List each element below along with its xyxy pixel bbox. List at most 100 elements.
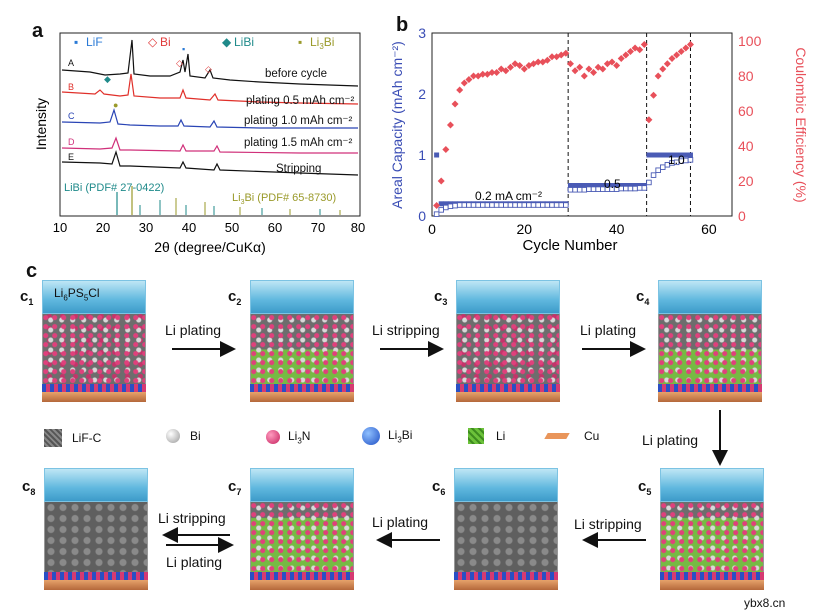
ce-point xyxy=(585,65,593,73)
copper-plate-icon xyxy=(544,433,570,439)
lif-c-host-with-li xyxy=(250,314,354,392)
ce-point xyxy=(590,69,598,76)
cube-c2 xyxy=(250,280,354,402)
green-block-icon xyxy=(468,428,484,444)
y-right-tick-label: 20 xyxy=(738,173,754,189)
svg-text:80: 80 xyxy=(351,220,365,235)
ce-point xyxy=(636,46,644,54)
ce-point xyxy=(442,146,450,153)
ce-point xyxy=(516,62,524,69)
panel-b-ticks: 0 20 40 60 0 1 2 3 0 20 40 60 80 100 xyxy=(418,25,761,237)
curve-label-d: plating 1.5 mAh cm⁻² xyxy=(244,137,353,149)
panel-b-ylabel-right: Coulombic Efficiency (%) xyxy=(793,47,809,202)
plating-point xyxy=(664,152,670,158)
ce-point xyxy=(437,177,445,185)
svg-text:●: ● xyxy=(113,100,118,110)
ce-point xyxy=(613,62,621,69)
ce-point xyxy=(682,44,690,52)
stripping-point xyxy=(646,179,652,186)
legend-item-li3bi: Li3Bi xyxy=(362,427,412,445)
panel-a-curve-labels: before cycle plating 0.5 mAh cm⁻² platin… xyxy=(244,68,355,175)
ce-point xyxy=(659,65,667,73)
ce-point xyxy=(571,67,579,75)
legend-lif-symbol: ▪ xyxy=(74,35,78,49)
ce-point xyxy=(608,58,616,66)
ce-point xyxy=(543,56,551,64)
panel-a-xrd-chart: ▪ LiF ◇ Bi ◆ LiBi ▪ Li3Bi ▪ ◇ ◇ ◆ ● A B … xyxy=(33,32,365,255)
ce-point xyxy=(460,79,468,87)
ref-libi-label: LiBi (PDF# 27-0422) xyxy=(64,182,164,194)
ce-point xyxy=(654,72,662,80)
legend-li3bi-symbol: ▪ xyxy=(298,35,302,49)
ce-point xyxy=(576,63,584,71)
pink-sphere-icon xyxy=(266,430,280,445)
y-right-tick-label: 100 xyxy=(738,33,762,49)
plating-point xyxy=(595,183,601,188)
ce-point xyxy=(493,69,501,76)
cube-c3 xyxy=(456,280,560,402)
panel-a-curve-letters: A B C D E xyxy=(68,58,75,162)
panel-b-label: b xyxy=(396,14,409,36)
cube-c7 xyxy=(250,468,354,590)
legend-bi-symbol: ◇ xyxy=(148,35,158,49)
svg-text:◇: ◇ xyxy=(176,58,183,68)
y-right-tick-label: 60 xyxy=(738,103,754,119)
annotation-rate-0-2: 0.2 mA cm⁻² xyxy=(475,189,542,203)
cube-label-c2: c2 xyxy=(228,288,242,307)
curve-letter-d: D xyxy=(68,137,75,147)
plating-point xyxy=(674,152,680,158)
curve-label-a: before cycle xyxy=(265,68,327,80)
ce-point xyxy=(599,65,607,73)
y-left-tick-label: 0 xyxy=(418,208,426,224)
ce-point xyxy=(479,70,487,78)
ce-point xyxy=(677,48,685,55)
x-tick-label: 60 xyxy=(701,221,717,237)
plating-point xyxy=(623,183,629,188)
arrow-label-c4-c5: Li plating xyxy=(642,432,699,448)
panel-a-label: a xyxy=(32,20,44,42)
legend-libi-symbol: ◆ xyxy=(222,35,232,49)
panel-b-capacity-chart: 0 20 40 60 0 1 2 3 0 20 40 60 80 100 Cycle Number Are… xyxy=(389,25,809,254)
panel-a-legend: ▪ LiF ◇ Bi ◆ LiBi ▪ Li3Bi xyxy=(74,35,334,51)
blue-sphere-icon xyxy=(362,427,380,445)
ce-point xyxy=(470,72,478,80)
plating-point xyxy=(627,183,633,188)
plating-point xyxy=(632,183,638,188)
arrow-label-c3-c4: Li plating xyxy=(580,322,637,338)
legend-item-li3n: Li3N xyxy=(266,429,310,445)
ce-point xyxy=(650,91,658,99)
ce-point xyxy=(433,202,441,209)
ce-point xyxy=(502,67,510,75)
legend-item-cu: Cu xyxy=(544,429,599,443)
plating-point xyxy=(646,152,652,158)
svg-text:10: 10 xyxy=(53,220,67,235)
panel-b-ylabel-left: Areal Capacity (mAh cm⁻²) xyxy=(389,41,405,209)
annotation-rate-1-0: 1.0 xyxy=(668,153,685,167)
plating-point xyxy=(591,183,597,188)
panel-a-xticks: 10 20 30 40 50 60 70 80 xyxy=(53,220,365,235)
legend-bi-label: Bi xyxy=(160,35,171,49)
ce-point xyxy=(603,60,611,68)
plating-point xyxy=(567,183,573,188)
arrow-label-c8-c7: Li plating xyxy=(166,554,223,570)
porous-cube-icon xyxy=(44,429,62,447)
ce-point xyxy=(465,76,473,83)
plating-point xyxy=(438,201,444,207)
ce-point xyxy=(626,48,634,55)
cube-c8 xyxy=(44,468,148,590)
legend-lif-label: LiF xyxy=(86,35,103,49)
legend-li3bi-label: Li3Bi xyxy=(310,35,334,51)
curve-letter-a: A xyxy=(68,58,74,68)
stripping-point xyxy=(563,202,569,208)
ce-point xyxy=(446,121,454,129)
panel-c-label: c xyxy=(26,260,38,282)
y-left-tick-label: 3 xyxy=(418,25,426,41)
curve-letter-c: C xyxy=(68,111,75,121)
svg-text:50: 50 xyxy=(225,220,239,235)
y-left-tick-label: 1 xyxy=(418,147,426,163)
cube-c5 xyxy=(660,468,764,590)
stripping-point xyxy=(687,157,694,163)
y-right-tick-label: 0 xyxy=(738,208,746,224)
ce-point xyxy=(663,60,671,68)
curve-label-e: Stripping xyxy=(276,163,321,175)
